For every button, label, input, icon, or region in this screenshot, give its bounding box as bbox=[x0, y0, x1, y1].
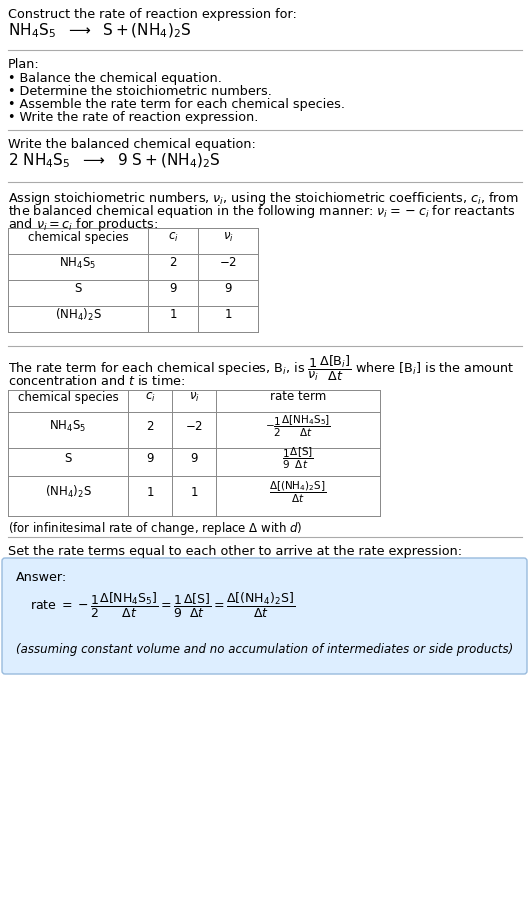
Text: 9: 9 bbox=[169, 282, 176, 295]
Text: $\mathrm{NH_4S_5}$: $\mathrm{NH_4S_5}$ bbox=[59, 255, 96, 271]
Text: (for infinitesimal rate of change, replace $\Delta$ with $d$): (for infinitesimal rate of change, repla… bbox=[8, 520, 303, 537]
Text: $c_i$: $c_i$ bbox=[167, 231, 179, 243]
Text: • Determine the stoichiometric numbers.: • Determine the stoichiometric numbers. bbox=[8, 85, 272, 98]
Text: rate term: rate term bbox=[270, 390, 326, 403]
Text: S: S bbox=[74, 282, 82, 295]
Text: and $\nu_i = c_i$ for products:: and $\nu_i = c_i$ for products: bbox=[8, 216, 158, 233]
Text: 9: 9 bbox=[190, 451, 198, 465]
Text: Plan:: Plan: bbox=[8, 58, 40, 71]
Text: $\dfrac{1}{9}\dfrac{\Delta[\mathrm{S}]}{\Delta t}$: $\dfrac{1}{9}\dfrac{\Delta[\mathrm{S}]}{… bbox=[282, 445, 314, 470]
Text: $c_i$: $c_i$ bbox=[145, 390, 155, 403]
Text: $2\ \mathrm{NH_4S_5}$  $\longrightarrow$  $9\ \mathrm{S + (NH_4)_2S}$: $2\ \mathrm{NH_4S_5}$ $\longrightarrow$ … bbox=[8, 152, 220, 171]
Text: $\mathrm{(NH_4)_2S}$: $\mathrm{(NH_4)_2S}$ bbox=[45, 484, 92, 500]
Text: the balanced chemical equation in the following manner: $\nu_i = -c_i$ for react: the balanced chemical equation in the fo… bbox=[8, 203, 515, 220]
Text: concentration and $t$ is time:: concentration and $t$ is time: bbox=[8, 374, 185, 388]
Text: Assign stoichiometric numbers, $\nu_i$, using the stoichiometric coefficients, $: Assign stoichiometric numbers, $\nu_i$, … bbox=[8, 190, 519, 207]
Text: 1: 1 bbox=[190, 486, 198, 498]
Text: $\mathrm{(NH_4)_2S}$: $\mathrm{(NH_4)_2S}$ bbox=[55, 307, 101, 323]
Text: 1: 1 bbox=[169, 309, 176, 321]
Text: 9: 9 bbox=[146, 451, 154, 465]
Text: rate $= -\dfrac{1}{2}\dfrac{\Delta[\mathrm{NH_4S_5}]}{\Delta t} = \dfrac{1}{9}\d: rate $= -\dfrac{1}{2}\dfrac{\Delta[\math… bbox=[30, 591, 295, 620]
Text: Set the rate terms equal to each other to arrive at the rate expression:: Set the rate terms equal to each other t… bbox=[8, 545, 462, 558]
Text: chemical species: chemical species bbox=[28, 231, 128, 243]
Text: $\nu_i$: $\nu_i$ bbox=[223, 231, 233, 243]
Text: • Write the rate of reaction expression.: • Write the rate of reaction expression. bbox=[8, 111, 259, 124]
Text: (assuming constant volume and no accumulation of intermediates or side products): (assuming constant volume and no accumul… bbox=[16, 643, 513, 656]
Text: 2: 2 bbox=[169, 256, 176, 270]
Text: 1: 1 bbox=[224, 309, 232, 321]
Text: Construct the rate of reaction expression for:: Construct the rate of reaction expressio… bbox=[8, 8, 297, 21]
Text: $-2$: $-2$ bbox=[219, 256, 237, 270]
Text: chemical species: chemical species bbox=[17, 390, 118, 403]
Text: Answer:: Answer: bbox=[16, 571, 67, 584]
FancyBboxPatch shape bbox=[2, 558, 527, 674]
Text: $\mathrm{NH_4S_5}$: $\mathrm{NH_4S_5}$ bbox=[49, 419, 87, 433]
Text: 1: 1 bbox=[146, 486, 154, 498]
Text: $-\dfrac{1}{2}\dfrac{\Delta[\mathrm{NH_4S_5}]}{\Delta t}$: $-\dfrac{1}{2}\dfrac{\Delta[\mathrm{NH_4… bbox=[265, 413, 331, 439]
Text: 9: 9 bbox=[224, 282, 232, 295]
Text: $\dfrac{\Delta[\mathrm{(NH_4)_2S}]}{\Delta t}$: $\dfrac{\Delta[\mathrm{(NH_4)_2S}]}{\Del… bbox=[269, 479, 326, 505]
Text: S: S bbox=[64, 451, 72, 465]
Text: $\mathrm{NH_4S_5}$  $\longrightarrow$  $\mathrm{S + (NH_4)_2S}$: $\mathrm{NH_4S_5}$ $\longrightarrow$ $\m… bbox=[8, 22, 191, 40]
Text: $\nu_i$: $\nu_i$ bbox=[189, 390, 199, 403]
Text: • Balance the chemical equation.: • Balance the chemical equation. bbox=[8, 72, 222, 85]
Text: The rate term for each chemical species, B$_i$, is $\dfrac{1}{\nu_i}\dfrac{\Delt: The rate term for each chemical species,… bbox=[8, 354, 515, 383]
Text: $-2$: $-2$ bbox=[185, 419, 203, 432]
Text: 2: 2 bbox=[146, 419, 154, 432]
Text: • Assemble the rate term for each chemical species.: • Assemble the rate term for each chemic… bbox=[8, 98, 345, 111]
Text: Write the balanced chemical equation:: Write the balanced chemical equation: bbox=[8, 138, 256, 151]
